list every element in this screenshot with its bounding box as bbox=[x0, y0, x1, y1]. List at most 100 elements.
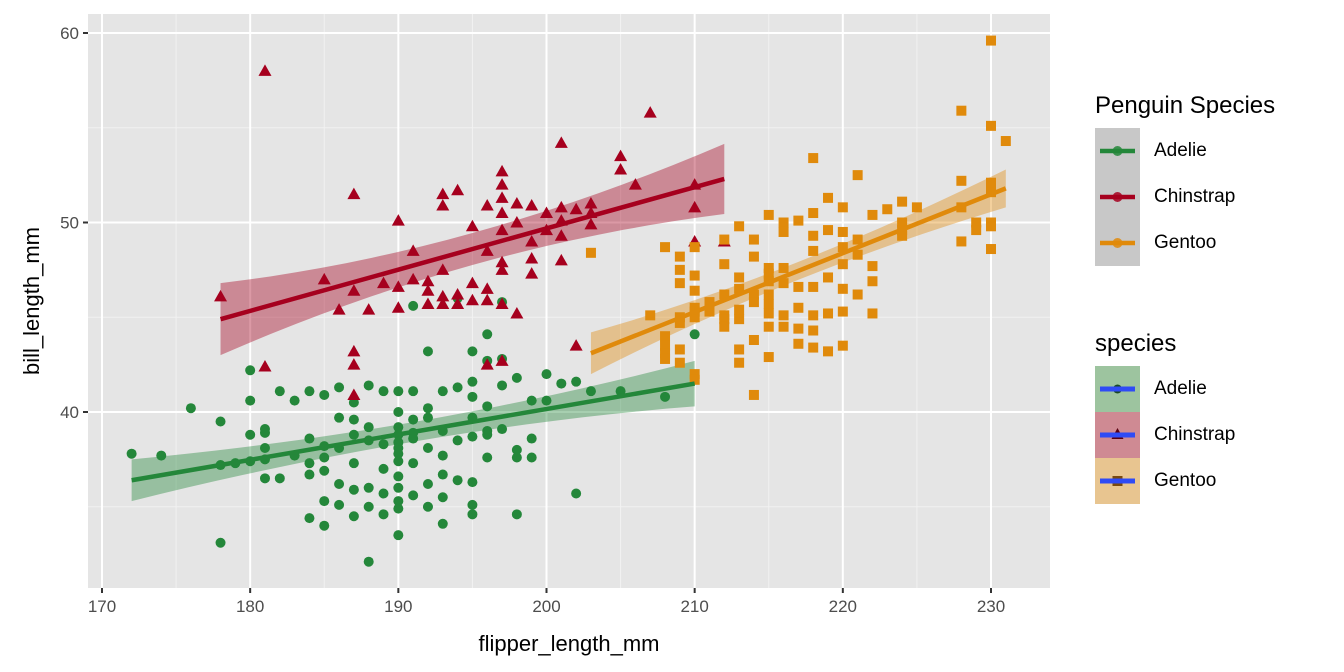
point-chinstrap bbox=[510, 216, 524, 228]
point-chinstrap bbox=[525, 252, 539, 264]
legend-key-line-point-icon bbox=[1095, 174, 1140, 220]
legend-items: Adelie Chinstrap Gentoo bbox=[1095, 128, 1275, 266]
trend-lines bbox=[131, 176, 1007, 483]
point-adelie bbox=[393, 496, 404, 507]
point-chinstrap bbox=[258, 360, 272, 372]
point-adelie bbox=[319, 520, 330, 531]
point-adelie bbox=[422, 479, 433, 490]
point-adelie bbox=[319, 389, 330, 400]
point-gentoo bbox=[837, 283, 848, 294]
point-gentoo bbox=[823, 272, 834, 283]
point-gentoo bbox=[778, 310, 789, 321]
point-adelie bbox=[304, 513, 315, 524]
point-gentoo bbox=[734, 272, 745, 283]
point-chinstrap bbox=[347, 358, 361, 370]
point-gentoo bbox=[793, 323, 804, 334]
point-chinstrap bbox=[554, 253, 568, 266]
point-adelie bbox=[363, 501, 374, 512]
point-adelie bbox=[348, 511, 359, 522]
point-adelie bbox=[467, 477, 478, 488]
point-adelie bbox=[467, 376, 478, 387]
point-chinstrap bbox=[569, 202, 583, 215]
point-gentoo bbox=[763, 352, 774, 363]
point-gentoo bbox=[734, 304, 745, 315]
point-gentoo bbox=[748, 234, 759, 245]
point-adelie bbox=[393, 386, 404, 397]
x-tick-label: 180 bbox=[236, 597, 264, 616]
point-gentoo bbox=[986, 244, 996, 255]
point-gentoo bbox=[689, 312, 700, 323]
point-gentoo bbox=[689, 242, 700, 253]
point-chinstrap bbox=[451, 288, 465, 300]
point-gentoo bbox=[674, 264, 685, 275]
point-adelie bbox=[422, 501, 433, 512]
point-chinstrap bbox=[510, 306, 524, 319]
point-chinstrap bbox=[436, 289, 450, 302]
point-adelie bbox=[526, 395, 537, 406]
point-gentoo bbox=[956, 175, 967, 186]
x-axis: 170 180 190 200 210 220 230 bbox=[88, 588, 1005, 616]
point-gentoo bbox=[778, 262, 789, 273]
point-gentoo bbox=[986, 120, 996, 131]
point-adelie bbox=[689, 329, 700, 340]
point-chinstrap bbox=[258, 64, 272, 76]
point-adelie bbox=[334, 499, 345, 510]
point-adelie bbox=[245, 395, 256, 406]
point-chinstrap bbox=[554, 136, 568, 148]
point-adelie bbox=[467, 499, 478, 510]
point-gentoo bbox=[719, 289, 730, 300]
point-gentoo bbox=[867, 308, 878, 319]
point-gentoo bbox=[585, 247, 596, 258]
point-adelie bbox=[511, 372, 522, 383]
point-gentoo bbox=[956, 236, 967, 247]
legend-label: Adelie bbox=[1154, 378, 1207, 399]
point-adelie bbox=[259, 473, 270, 484]
point-gentoo bbox=[748, 297, 759, 308]
point-gentoo bbox=[734, 314, 745, 325]
point-chinstrap bbox=[569, 339, 583, 351]
x-tick-label: 170 bbox=[88, 597, 116, 616]
point-gentoo bbox=[719, 321, 730, 332]
point-gentoo bbox=[763, 289, 774, 300]
point-chinstrap bbox=[391, 280, 405, 292]
point-gentoo bbox=[719, 259, 730, 270]
point-chinstrap bbox=[436, 263, 450, 275]
point-chinstrap bbox=[347, 187, 361, 200]
point-gentoo bbox=[808, 208, 819, 219]
point-adelie bbox=[467, 391, 478, 402]
point-adelie bbox=[348, 397, 359, 408]
point-adelie bbox=[393, 471, 404, 482]
point-gentoo bbox=[882, 204, 893, 215]
major-gridlines bbox=[88, 14, 1050, 588]
point-adelie bbox=[393, 456, 404, 467]
point-adelie bbox=[363, 482, 374, 493]
point-gentoo bbox=[763, 298, 774, 309]
point-adelie bbox=[422, 346, 433, 357]
point-adelie bbox=[289, 395, 300, 406]
point-adelie bbox=[378, 439, 389, 450]
y-tick-label: 40 bbox=[60, 403, 79, 422]
point-chinstrap bbox=[614, 149, 628, 162]
legend-species: species Adelie Chinstrap Gentoo bbox=[1095, 330, 1235, 504]
legend-items: Adelie Chinstrap Gentoo bbox=[1095, 366, 1235, 504]
point-gentoo bbox=[763, 268, 774, 279]
point-gentoo bbox=[763, 321, 774, 332]
point-gentoo bbox=[719, 234, 730, 245]
point-chinstrap bbox=[554, 200, 568, 213]
point-adelie bbox=[274, 386, 285, 397]
legend-key-triangle-icon bbox=[1095, 412, 1140, 458]
y-axis: 40 50 60 bbox=[60, 24, 88, 422]
point-adelie bbox=[571, 488, 582, 499]
point-adelie bbox=[585, 386, 596, 397]
point-adelie bbox=[482, 329, 493, 340]
point-gentoo bbox=[793, 281, 804, 292]
point-gentoo bbox=[660, 340, 671, 351]
point-adelie bbox=[378, 509, 389, 520]
point-chinstrap bbox=[480, 282, 494, 294]
point-adelie bbox=[363, 556, 374, 567]
x-tick-label: 200 bbox=[532, 597, 560, 616]
point-chinstrap bbox=[421, 284, 435, 296]
legend-item-gentoo: Gentoo bbox=[1095, 220, 1275, 266]
point-adelie bbox=[393, 422, 404, 433]
point-gentoo bbox=[674, 344, 685, 355]
